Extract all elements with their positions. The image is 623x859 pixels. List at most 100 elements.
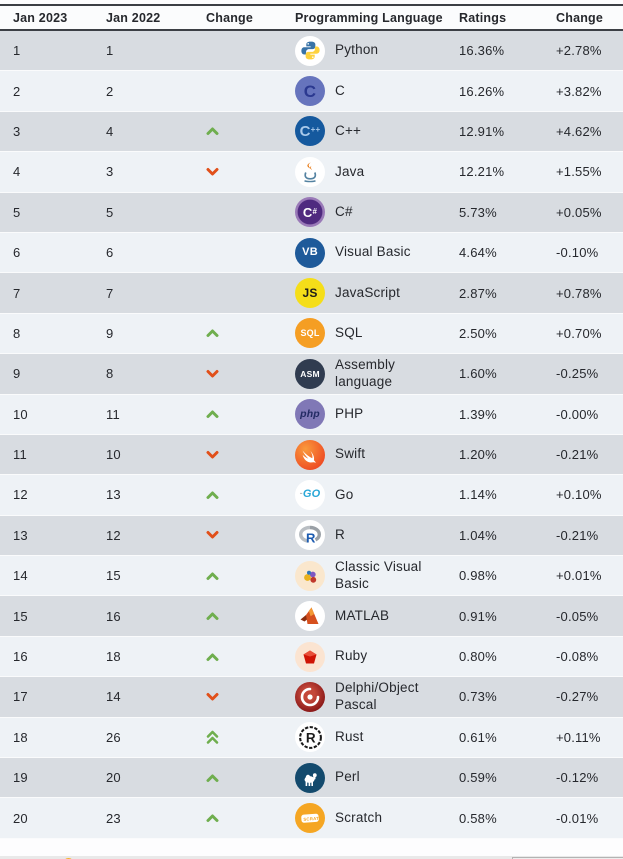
ratings-cell: 2.50% — [459, 325, 497, 341]
ratings-change-cell: -0.10% — [556, 245, 599, 261]
rank-2022-cell: 15 — [106, 568, 121, 584]
rank-2023-cell: 14 — [13, 568, 28, 584]
ratings-change-cell: +0.01% — [556, 568, 602, 584]
ratings-change-cell: -0.05% — [556, 608, 599, 624]
language-cell: Classic Visual Basic — [295, 559, 459, 592]
language-name: Python — [335, 42, 379, 58]
table-row: 15 16 MATLAB 0.91% -0.05% — [0, 596, 623, 637]
rank-2022-cell: 14 — [106, 689, 121, 705]
language-cell: C++ C++ — [295, 116, 459, 147]
rank-2023-cell: 3 — [13, 123, 21, 139]
language-name: Java — [335, 163, 365, 179]
rank-down-icon — [200, 450, 295, 460]
language-cell: Swift — [295, 439, 459, 470]
language-cell: JS JavaScript — [295, 278, 459, 309]
ratings-cell: 16.36% — [459, 43, 505, 59]
rank-2023-cell: 2 — [13, 83, 21, 99]
rust-icon: R — [295, 722, 325, 753]
ruby-icon — [295, 641, 325, 672]
language-cell: R Rust — [295, 722, 459, 753]
rank-2023-cell: 5 — [13, 204, 21, 220]
visual-basic-icon: VB — [295, 237, 325, 268]
ratings-change-cell: -0.00% — [556, 406, 599, 422]
ratings-cell: 0.98% — [459, 568, 497, 584]
table-row: 10 11 php PHP 1.39% -0.00% — [0, 394, 623, 435]
rank-down-icon — [200, 369, 295, 379]
matlab-icon — [295, 601, 325, 632]
rank-up-double-icon — [200, 730, 295, 745]
rank-2023-cell: 11 — [13, 447, 27, 463]
rank-2022-cell: 2 — [106, 83, 114, 99]
language-cell: ASM Assembly language — [295, 357, 459, 390]
ratings-change-cell: +0.78% — [556, 285, 602, 301]
table-row: 9 8 ASM Assembly language 1.60% -0.25% — [0, 354, 623, 395]
ratings-cell: 12.91% — [459, 123, 505, 139]
rank-2023-cell: 13 — [13, 527, 28, 543]
rank-2023-cell: 15 — [13, 608, 28, 624]
table-row: 20 23 SCRATCH Scratch 0.58% -0.01% — [0, 798, 623, 839]
rank-2023-cell: 16 — [13, 649, 28, 665]
ratings-cell: 0.73% — [459, 689, 497, 705]
perl-icon — [295, 762, 325, 793]
rank-up-icon — [200, 571, 295, 581]
rank-2022-cell: 6 — [106, 245, 114, 261]
ratings-cell: 16.26% — [459, 83, 505, 99]
rank-2022-cell: 11 — [106, 406, 120, 422]
language-name: PHP — [335, 405, 364, 421]
rank-2022-cell: 9 — [106, 325, 114, 341]
table-row: 5 5 C# C# 5.73% +0.05% — [0, 192, 623, 233]
rank-up-icon — [200, 328, 295, 338]
language-name: SQL — [335, 325, 363, 341]
table-header-row: Jan 2023 Jan 2022 Change Programming Lan… — [0, 4, 623, 31]
rank-2023-cell: 9 — [13, 366, 21, 382]
rank-down-icon — [200, 530, 295, 540]
table-row: 13 12 R R 1.04% -0.21% — [0, 515, 623, 557]
ratings-cell: 4.64% — [459, 245, 497, 261]
ratings-cell: 1.14% — [459, 487, 497, 503]
rank-up-icon — [200, 611, 295, 621]
header-jan-2022: Jan 2022 — [106, 10, 161, 25]
language-name: Delphi/Object Pascal — [335, 680, 419, 712]
table-row: 7 7 JS JavaScript 2.87% +0.78% — [0, 273, 623, 314]
classic-visual-basic-icon — [295, 560, 325, 591]
ratings-cell: 12.21% — [459, 164, 505, 180]
ratings-change-cell: -0.25% — [556, 366, 599, 382]
rank-2022-cell: 16 — [106, 608, 121, 624]
ratings-cell: 0.91% — [459, 608, 497, 624]
header-jan-2023: Jan 2023 — [13, 10, 68, 25]
rank-2023-cell: 17 — [13, 689, 28, 705]
rank-2023-cell: 8 — [13, 325, 21, 341]
ratings-change-cell: +0.11% — [556, 729, 601, 745]
go-icon: -GO — [295, 479, 325, 510]
language-name: MATLAB — [335, 607, 390, 623]
c-icon: C — [295, 76, 325, 107]
ratings-change-cell: +0.10% — [556, 487, 602, 503]
rank-2022-cell: 1 — [106, 43, 114, 59]
rank-2022-cell: 20 — [106, 770, 121, 786]
language-name: Rust — [335, 729, 364, 745]
rank-2022-cell: 4 — [106, 123, 114, 139]
cpp-icon: C++ — [295, 116, 325, 147]
bottom-right-panel[interactable] — [512, 857, 623, 859]
ratings-change-cell: -0.21% — [556, 527, 599, 543]
table-row: 12 13 -GO Go 1.14% +0.10% — [0, 475, 623, 516]
ratings-change-cell: -0.21% — [556, 447, 599, 463]
ratings-change-cell: -0.01% — [556, 810, 599, 826]
language-name: Swift — [335, 446, 366, 462]
ratings-change-cell: +4.62% — [556, 123, 602, 139]
language-name: Perl — [335, 769, 360, 785]
language-cell: MATLAB — [295, 601, 459, 632]
ratings-cell: 2.87% — [459, 285, 497, 301]
rank-up-icon — [200, 409, 295, 419]
language-cell: R R — [295, 520, 459, 551]
table-row: 18 26 R Rust 0.61% +0.11% — [0, 717, 623, 759]
header-ratings: Ratings — [459, 10, 507, 25]
header-ratings-change: Change — [556, 10, 604, 25]
rank-2023-cell: 20 — [13, 810, 28, 826]
ratings-change-cell: -0.27% — [556, 689, 599, 705]
language-name: Classic Visual Basic — [335, 559, 422, 591]
ratings-change-cell: +1.55% — [556, 164, 602, 180]
language-cell: SCRATCH Scratch — [295, 803, 459, 834]
rank-2022-cell: 10 — [106, 447, 121, 463]
ratings-change-cell: +2.78% — [556, 43, 602, 59]
